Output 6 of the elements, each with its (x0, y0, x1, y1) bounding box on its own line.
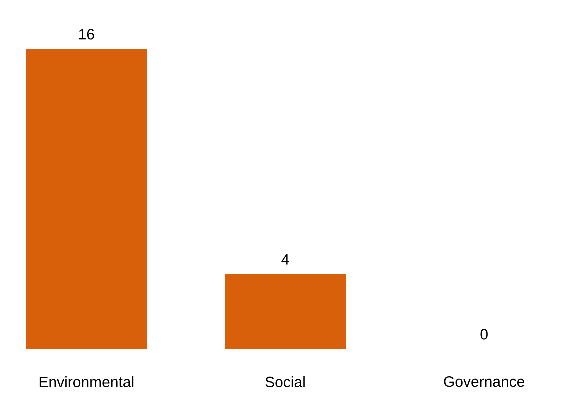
x-tick-label: Social (266, 376, 305, 388)
x-tick-label: Environmental (40, 376, 134, 388)
data-label: 4 (282, 254, 290, 265)
x-tick-label: Governance (444, 376, 525, 388)
data-label: 16 (79, 29, 94, 40)
data-label: 0 (480, 329, 488, 340)
